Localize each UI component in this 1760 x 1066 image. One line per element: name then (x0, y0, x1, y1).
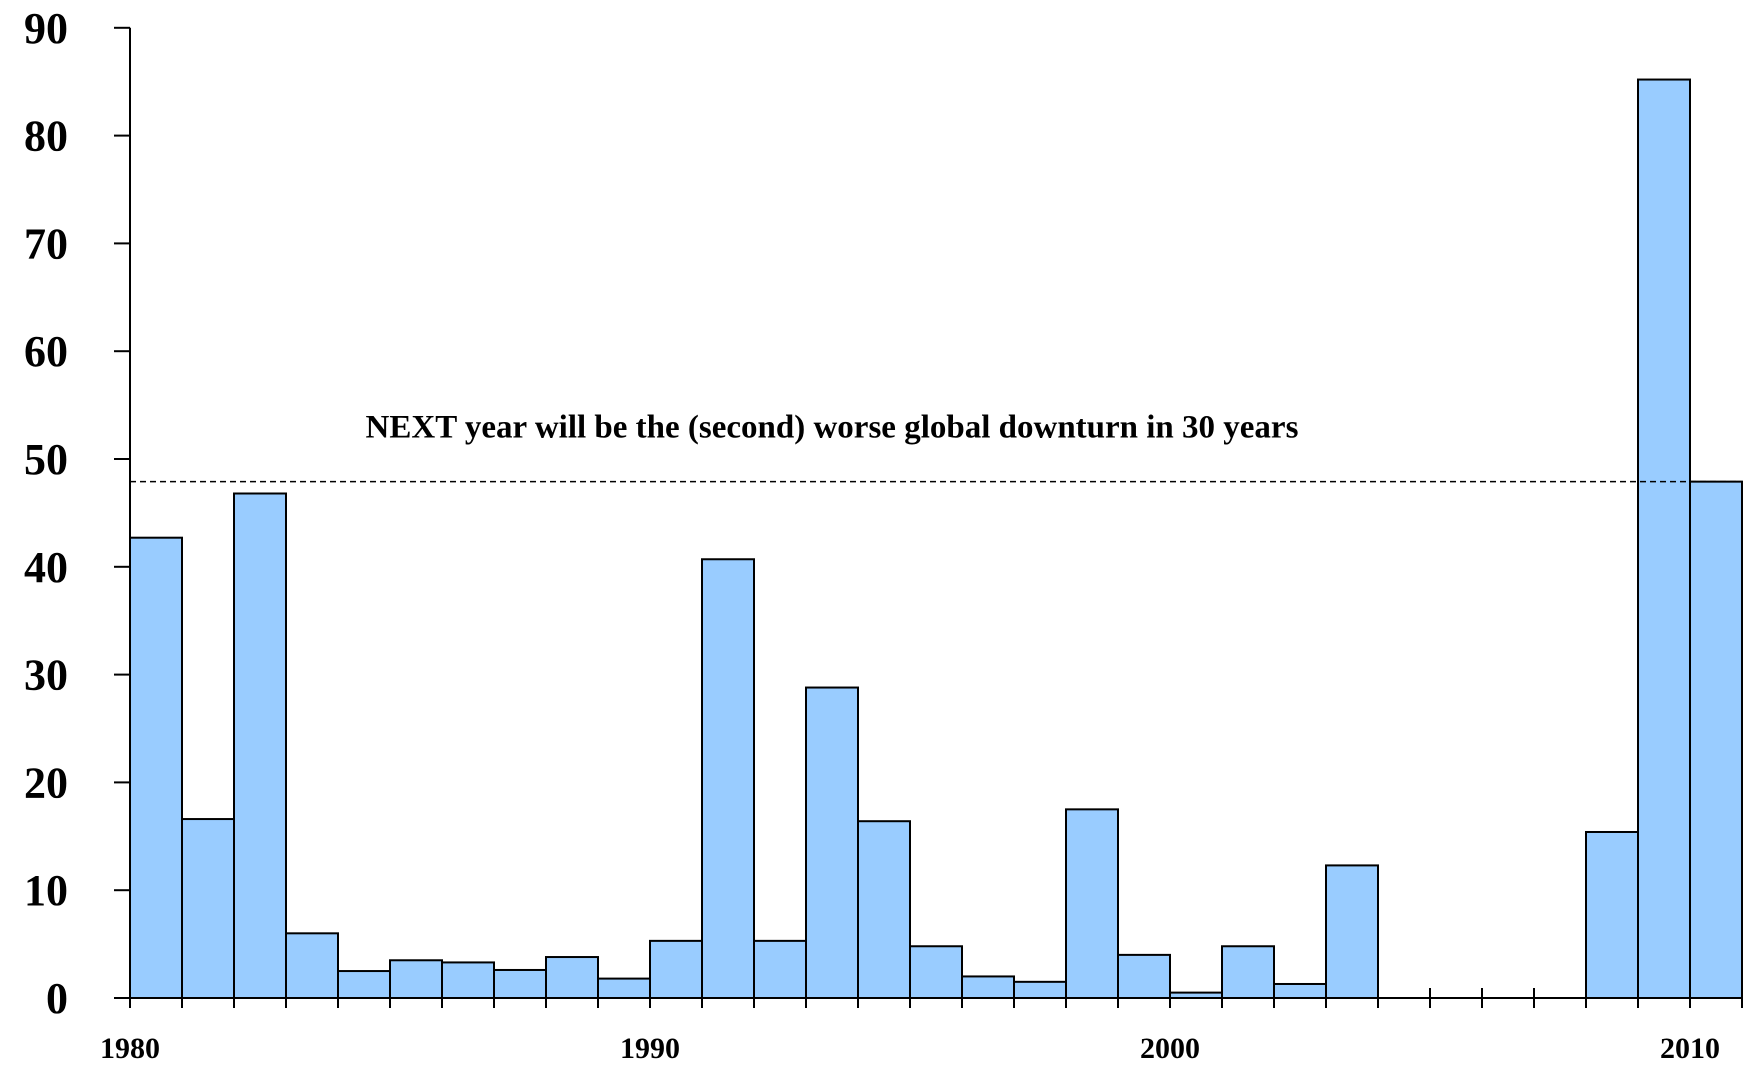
bar-2002 (1273, 982, 1327, 1000)
x-tick-label-2010: 2010 (1660, 1032, 1720, 1065)
bar-1982 (233, 492, 287, 999)
bar-1989 (597, 977, 651, 1000)
y-tick-label-20: 20 (24, 758, 68, 807)
bar-1981 (181, 818, 235, 999)
y-ticks-layer: 0 10 20 30 40 50 60 70 80 90 (24, 4, 130, 1023)
bar-1980 (129, 536, 183, 999)
bars-layer (129, 78, 1743, 1000)
bar-1999 (1117, 953, 1171, 1000)
y-tick-label-10: 10 (24, 866, 68, 915)
bar-1992 (753, 939, 807, 1000)
bar-1996 (961, 975, 1015, 1000)
bar-2003 (1325, 864, 1379, 999)
y-tick-label-50: 50 (24, 435, 68, 484)
bar-1991 (701, 558, 755, 1000)
bar-1993 (805, 686, 859, 999)
bar-1997 (1013, 980, 1067, 1000)
y-tick-label-40: 40 (24, 543, 68, 592)
bar-1994 (857, 820, 911, 1000)
axes-layer (129, 27, 1742, 999)
y-tick-label-80: 80 (24, 112, 68, 161)
bar-1990 (649, 939, 703, 1000)
x-tick-label-2000: 2000 (1140, 1032, 1200, 1065)
bar-2010 (1689, 480, 1743, 999)
x-ticks-layer: 1980 1990 2000 2010 (100, 988, 1743, 1065)
y-tick-label-60: 60 (24, 327, 68, 376)
y-tick-label-70: 70 (24, 219, 68, 268)
x-tick-label-1980: 1980 (100, 1032, 160, 1065)
bar-2008 (1585, 830, 1639, 999)
bar-1995 (909, 945, 963, 999)
bar-1985 (389, 959, 443, 1000)
bar-1983 (285, 932, 339, 1000)
bar-1984 (337, 970, 391, 999)
y-tick-label-90: 90 (24, 4, 68, 53)
bar-1986 (441, 961, 495, 1000)
bar-1987 (493, 968, 547, 999)
bar-1988 (545, 956, 599, 1000)
x-tick-label-1990: 1990 (620, 1032, 680, 1065)
bar-2001 (1221, 945, 1275, 999)
chart-annotation: NEXT year will be the (second) worse glo… (366, 409, 1299, 445)
bar-2009 (1637, 78, 1691, 999)
y-tick-label-30: 30 (24, 651, 68, 700)
bar-1998 (1065, 808, 1119, 999)
y-tick-label-0: 0 (46, 974, 68, 1023)
